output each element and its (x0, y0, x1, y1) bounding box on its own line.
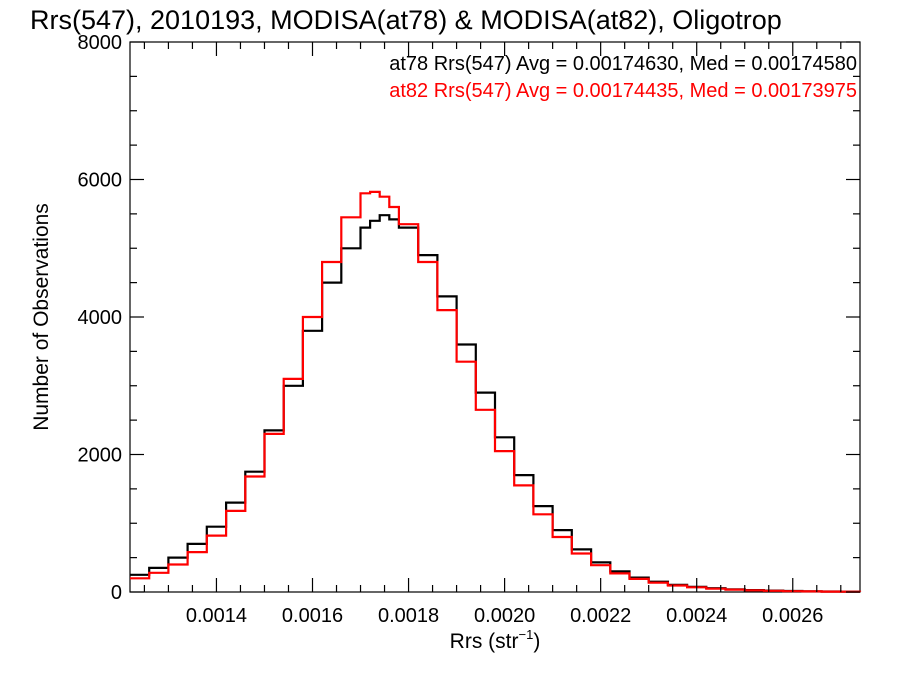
x-tick-label: 0.0018 (378, 605, 439, 627)
ticks-layer (130, 41, 860, 593)
plot-frame (129, 41, 861, 593)
y-tick-label: 0 (111, 582, 122, 604)
x-tick-label: 0.0026 (762, 605, 823, 627)
plot-area (129, 41, 862, 593)
x-axis-label-sup: −1 (519, 627, 534, 642)
x-axis-label: Rrs (str−1) (450, 627, 541, 653)
x-tick-label: 0.0014 (186, 605, 247, 627)
annotation-at78-stats: at78 Rrs(547) Avg = 0.00174630, Med = 0.… (389, 53, 857, 75)
x-axis-label-end: ) (533, 630, 540, 653)
x-tick-label: 0.0024 (666, 605, 727, 627)
x-tick-labels: 0.0014 0.0016 0.0018 0.0020 0.0022 0.0024 0.00… (186, 605, 823, 627)
annotation-at82-stats: at82 Rrs(547) Avg = 0.00174435, Med = 0.… (389, 80, 857, 102)
x-tick-label: 0.0022 (570, 605, 631, 627)
x-axis-label-text: Rrs (str (450, 630, 519, 653)
y-tick-labels: 0 2000 4000 6000 8000 (78, 32, 123, 604)
series-layer (130, 190, 862, 593)
y-tick-label: 2000 (78, 445, 123, 467)
x-tick-label: 0.0016 (282, 605, 343, 627)
histogram-series-1 (130, 190, 862, 593)
x-tick-label: 0.0020 (474, 605, 535, 627)
y-tick-label: 4000 (78, 307, 123, 329)
y-tick-label: 6000 (78, 170, 123, 192)
y-tick-label: 8000 (78, 32, 123, 54)
y-axis-label: Number of Observations (30, 203, 53, 431)
chart-title: Rrs(547), 2010193, MODISA(at78) & MODISA… (30, 5, 782, 35)
histogram-series-0 (130, 214, 860, 593)
